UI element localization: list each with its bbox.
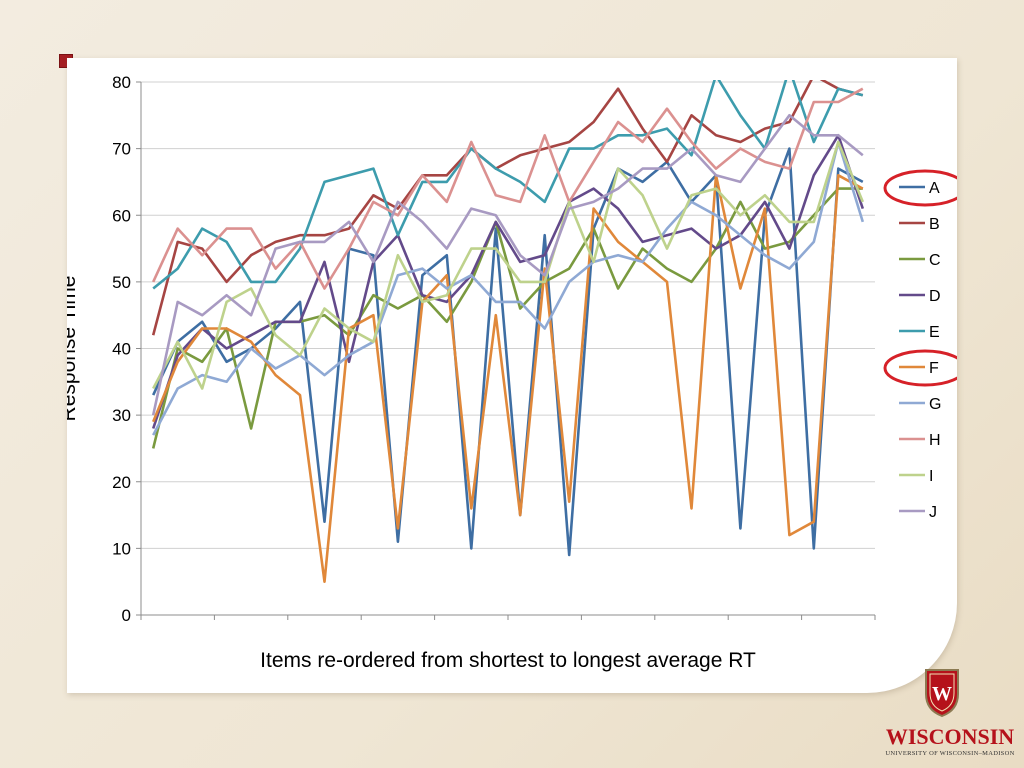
legend-label-f: F [929,360,939,377]
chart-card: 0 10 20 30 40 50 60 70 80 Response Time Items re-o… [67,58,957,693]
series-line-j [151,113,864,416]
y-tick-label: 60 [112,206,131,225]
y-tick-label: 0 [122,606,131,625]
series-line-f [151,174,864,584]
legend-label-b: B [929,216,940,233]
series-line-d [151,134,865,429]
y-tick-label: 70 [112,140,131,159]
crest-letter: W [932,683,952,705]
y-tick-label: 80 [112,73,131,92]
series-line-b [151,80,864,336]
series-line-i [152,140,865,390]
crest-icon: W [925,669,959,718]
legend-label-c: C [929,252,941,269]
series-line-e [152,80,864,290]
series-line-a [152,147,864,557]
logo-subline: UNIVERSITY OF WISCONSIN–MADISON [885,750,1015,757]
university-logo: W WISCONSIN UNIVERSITY OF WISCONSIN–MADI… [872,660,1022,768]
legend-label-d: D [929,288,941,305]
legend-label-e: E [929,324,940,341]
legend-label-a: A [929,180,940,197]
logo-wordmark: WISCONSIN [885,724,1015,749]
highlight-circle-f [883,349,957,387]
line-chart: 0 10 20 30 40 50 60 70 80 Response Time Items re-o… [67,73,957,672]
highlight-circle-a [883,169,957,207]
legend-label-h: H [929,432,941,449]
legend-label-i: I [929,468,933,485]
legend-label-j: J [929,504,937,521]
y-tick-label: 10 [112,539,131,558]
y-tick-label: 30 [112,406,131,425]
y-tick-label: 20 [112,473,131,492]
series-line-g [152,140,865,436]
legend-label-g: G [929,396,941,413]
y-axis-label: Response Time [67,276,80,422]
x-axis-label: Items re-ordered from shortest to longes… [260,649,756,672]
y-tick-label: 50 [112,273,131,292]
series-line-h [152,87,864,290]
y-tick-label: 40 [112,340,131,359]
